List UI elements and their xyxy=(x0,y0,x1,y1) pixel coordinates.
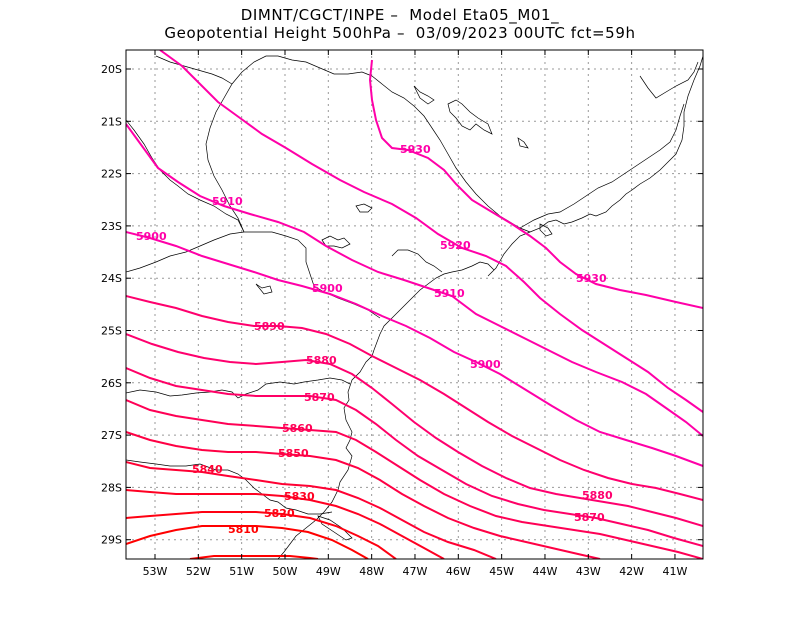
coastline xyxy=(277,349,375,559)
lon-tick-label: 41W xyxy=(663,565,688,578)
state-border xyxy=(126,119,245,233)
contour-label-5910: 5910 xyxy=(434,287,465,300)
state-border xyxy=(205,55,373,233)
contour-5850 xyxy=(126,431,601,559)
contour-label-5860: 5860 xyxy=(282,422,313,435)
lat-tick-label: 27S xyxy=(101,429,122,442)
state-border xyxy=(126,459,333,515)
state-border xyxy=(155,55,233,85)
title-line-2: Geopotential Height 500hPa – 03/09/2023 … xyxy=(164,24,636,42)
axis-ticks xyxy=(126,50,703,559)
contour-5910 xyxy=(126,123,703,437)
contour-label-5810: 5810 xyxy=(228,523,259,536)
lon-tick-label: 49W xyxy=(316,565,341,578)
contour-label-5850: 5850 xyxy=(278,447,309,460)
lat-tick-label: 28S xyxy=(101,481,122,494)
reservoir xyxy=(447,99,493,135)
latitude-axis: 20S 21S 22S 23S 24S 25S 26S 27S 28S 29S xyxy=(101,63,122,547)
contour-labels: 5930 5930 5920 5910 5910 5900 5900 5900 … xyxy=(136,143,613,536)
lon-tick-label: 45W xyxy=(489,565,514,578)
contour-5890 xyxy=(126,295,703,501)
lat-tick-label: 29S xyxy=(101,534,122,547)
contour-5870 xyxy=(126,367,703,547)
state-border xyxy=(639,61,699,99)
contour-5830 xyxy=(126,489,445,559)
state-border xyxy=(371,75,531,233)
lon-tick-label: 42W xyxy=(619,565,644,578)
contour-5840 xyxy=(126,461,497,559)
reservoir xyxy=(321,235,351,249)
reservoir xyxy=(517,137,529,149)
reservoir xyxy=(355,203,373,213)
contour-5800 xyxy=(189,555,319,559)
reservoir xyxy=(413,85,435,105)
title-line-1: DIMNT/CGCT/INPE – Model Eta05_M01_ xyxy=(240,6,560,24)
contour-5930 xyxy=(368,59,703,309)
contour-label-5930: 5930 xyxy=(400,143,431,156)
lat-tick-label: 21S xyxy=(101,115,122,128)
contour-label-5820: 5820 xyxy=(264,507,295,520)
state-border xyxy=(391,249,443,273)
lon-tick-label: 47W xyxy=(403,565,428,578)
contour-label-5910: 5910 xyxy=(212,195,243,208)
reservoir xyxy=(255,283,273,295)
contour-5810 xyxy=(126,525,369,559)
contour-5900 xyxy=(126,231,703,467)
contour-lines xyxy=(126,50,703,559)
lon-tick-label: 46W xyxy=(446,565,471,578)
contour-label-5900: 5900 xyxy=(470,358,501,371)
contour-label-5890: 5890 xyxy=(254,320,285,333)
contour-label-5830: 5830 xyxy=(284,490,315,503)
contour-label-5880: 5880 xyxy=(582,489,613,502)
longitude-axis: 53W 52W 51W 50W 49W 48W 47W 46W 45W 44W 43W 42W 41W xyxy=(143,565,688,578)
lat-tick-label: 20S xyxy=(101,63,122,76)
graticule xyxy=(126,50,703,559)
lat-tick-label: 22S xyxy=(101,168,122,181)
lon-tick-label: 52W xyxy=(186,565,211,578)
lon-tick-label: 48W xyxy=(359,565,384,578)
lon-tick-label: 44W xyxy=(533,565,558,578)
contour-label-5840: 5840 xyxy=(192,463,223,476)
contour-label-5870: 5870 xyxy=(304,391,335,404)
contour-5860 xyxy=(126,399,703,559)
contour-5880 xyxy=(126,333,703,527)
lat-tick-label: 25S xyxy=(101,325,122,338)
coastline xyxy=(373,55,703,351)
lon-tick-label: 53W xyxy=(143,565,168,578)
contour-label-5930: 5930 xyxy=(576,272,607,285)
lat-tick-label: 23S xyxy=(101,220,122,233)
lon-tick-label: 43W xyxy=(576,565,601,578)
state-border xyxy=(519,103,685,229)
contour-label-5880: 5880 xyxy=(306,354,337,367)
contour-5930 xyxy=(159,50,703,413)
lagoon xyxy=(317,515,353,541)
lat-tick-label: 26S xyxy=(101,377,122,390)
coastline-island xyxy=(539,223,553,237)
contour-label-5920: 5920 xyxy=(440,239,471,252)
lat-tick-label: 24S xyxy=(101,272,122,285)
lon-tick-label: 51W xyxy=(229,565,254,578)
lon-tick-label: 50W xyxy=(273,565,298,578)
contour-5820 xyxy=(126,511,397,559)
contour-label-5900: 5900 xyxy=(136,230,167,243)
contour-label-5900: 5900 xyxy=(312,282,343,295)
contour-label-5870: 5870 xyxy=(574,511,605,524)
